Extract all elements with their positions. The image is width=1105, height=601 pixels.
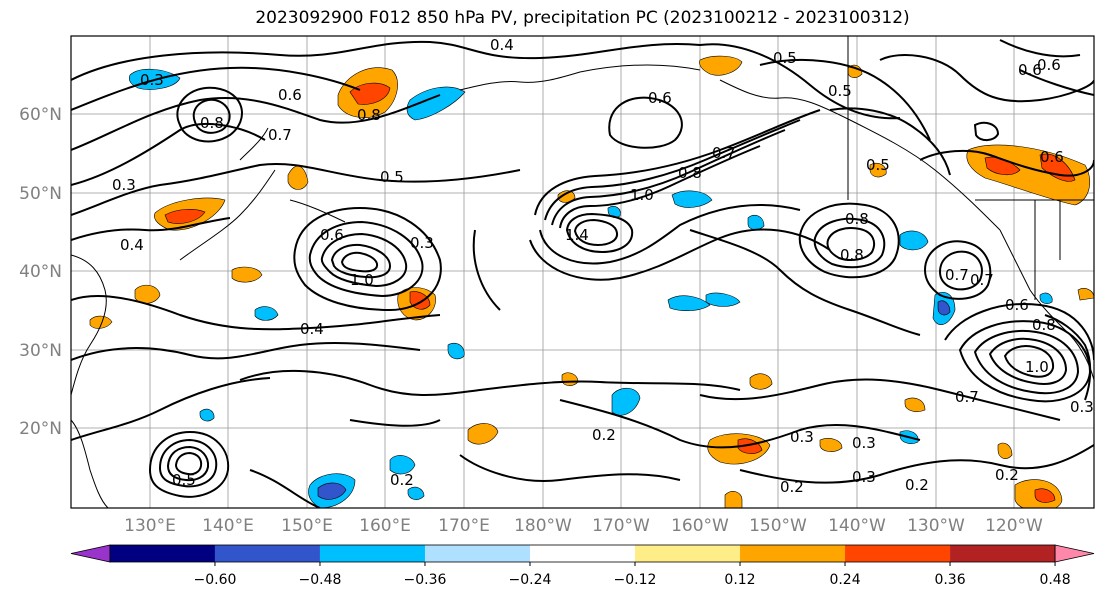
svg-text:0.5: 0.5 — [172, 471, 196, 489]
colorbar-tick-label: −0.48 — [299, 572, 342, 588]
svg-text:0.8: 0.8 — [845, 210, 869, 228]
map-frame — [70, 35, 1095, 509]
svg-text:0.8: 0.8 — [200, 114, 224, 132]
colorbar-tick-label: −0.24 — [509, 572, 552, 588]
svg-text:0.7: 0.7 — [945, 266, 969, 284]
svg-text:120°W: 120°W — [985, 516, 1043, 536]
svg-text:160°W: 160°W — [671, 516, 729, 536]
pv-contours — [71, 39, 1094, 508]
svg-text:0.4: 0.4 — [300, 320, 324, 338]
colorbar-segment — [950, 545, 1056, 562]
svg-text:170°W: 170°W — [592, 516, 650, 536]
svg-text:150°E: 150°E — [281, 516, 333, 536]
svg-text:130°W: 130°W — [907, 516, 965, 536]
svg-text:20°N: 20°N — [19, 419, 62, 439]
colorbar-segment — [740, 545, 846, 562]
svg-text:1.0: 1.0 — [350, 271, 374, 289]
colorbar-segment — [1054, 544, 1095, 563]
svg-text:0.8: 0.8 — [357, 106, 381, 124]
svg-text:1.4: 1.4 — [565, 226, 589, 244]
svg-text:0.3: 0.3 — [410, 234, 434, 252]
colorbar-tick-label: 0.48 — [1039, 572, 1070, 588]
svg-text:0.3: 0.3 — [852, 434, 876, 452]
colorbar-outline — [109, 544, 1056, 563]
colorbar-segment — [845, 545, 951, 562]
svg-text:0.5: 0.5 — [380, 168, 404, 186]
colorbar-tick-label: 0.36 — [934, 572, 965, 588]
colorbar-tick-label: 0.12 — [724, 572, 755, 588]
precip-negative-areas — [128, 69, 1053, 508]
svg-text:0.4: 0.4 — [120, 236, 144, 254]
precip-positive-areas — [89, 55, 1094, 508]
latitude-labels: 60°N 50°N 40°N 30°N 20°N — [19, 105, 62, 439]
svg-text:0.6: 0.6 — [320, 226, 344, 244]
svg-text:0.5: 0.5 — [828, 82, 852, 100]
svg-text:0.2: 0.2 — [780, 478, 804, 496]
svg-text:160°E: 160°E — [359, 516, 411, 536]
svg-text:0.6: 0.6 — [1005, 296, 1029, 314]
colorbar-segment — [70, 544, 111, 563]
contour-labels: 0.3 0.4 0.6 0.8 0.7 0.5 0.4 0.8 0.6 0.5 … — [112, 36, 1094, 496]
svg-text:150°W: 150°W — [749, 516, 807, 536]
colorbar-tick-label: 0.24 — [829, 572, 860, 588]
svg-text:0.3: 0.3 — [140, 71, 164, 89]
svg-text:0.7: 0.7 — [712, 144, 736, 162]
svg-text:0.8: 0.8 — [840, 246, 864, 264]
svg-text:170°E: 170°E — [438, 516, 490, 536]
colorbar-tick-label: −0.36 — [404, 572, 447, 588]
coastlines — [71, 36, 1094, 508]
svg-text:40°N: 40°N — [19, 262, 62, 282]
svg-text:0.5: 0.5 — [773, 49, 797, 67]
svg-text:0.7: 0.7 — [955, 388, 979, 406]
longitude-labels: 130°E 140°E 150°E 160°E 170°E 180°W 170°… — [124, 516, 1043, 536]
svg-text:0.2: 0.2 — [905, 476, 929, 494]
svg-text:0.8: 0.8 — [678, 164, 702, 182]
colorbar: −0.60 −0.48 −0.36 −0.24 −0.12 0.12 0.24 0.36 0.4… — [70, 544, 1095, 588]
colorbar-segment — [424, 545, 530, 562]
map-title: 2023092900 F012 850 hPa PV, precipitatio… — [255, 8, 910, 28]
svg-text:0.2: 0.2 — [995, 466, 1019, 484]
svg-text:0.3: 0.3 — [790, 428, 814, 446]
svg-text:140°E: 140°E — [202, 516, 254, 536]
svg-text:1.0: 1.0 — [630, 186, 654, 204]
svg-text:0.5: 0.5 — [866, 156, 890, 174]
svg-text:0.6: 0.6 — [278, 86, 302, 104]
svg-text:0.6: 0.6 — [648, 89, 672, 107]
svg-text:180°W: 180°W — [514, 516, 572, 536]
svg-text:0.2: 0.2 — [592, 426, 616, 444]
colorbar-segment — [214, 545, 320, 562]
colorbar-segment — [319, 545, 425, 562]
svg-text:0.3: 0.3 — [852, 468, 876, 486]
svg-text:0.6: 0.6 — [1037, 56, 1061, 74]
svg-text:0.4: 0.4 — [490, 36, 514, 54]
svg-text:0.3: 0.3 — [1070, 398, 1094, 416]
svg-text:130°E: 130°E — [124, 516, 176, 536]
svg-text:0.3: 0.3 — [112, 176, 136, 194]
colorbar-tick-label: −0.12 — [614, 572, 657, 588]
svg-text:0.7: 0.7 — [970, 271, 994, 289]
colorbar-segment — [529, 545, 636, 562]
colorbar-tick-label: −0.60 — [194, 572, 237, 588]
colorbar-segment — [109, 545, 215, 562]
svg-text:0.6: 0.6 — [1040, 148, 1064, 166]
svg-text:140°W: 140°W — [828, 516, 886, 536]
svg-text:0.7: 0.7 — [268, 126, 292, 144]
svg-text:60°N: 60°N — [19, 105, 62, 125]
svg-text:0.2: 0.2 — [390, 471, 414, 489]
svg-text:30°N: 30°N — [19, 341, 62, 361]
svg-text:0.6: 0.6 — [1018, 61, 1042, 79]
svg-text:50°N: 50°N — [19, 184, 62, 204]
svg-text:1.0: 1.0 — [1025, 358, 1049, 376]
colorbar-segment — [635, 545, 741, 562]
svg-text:0.8: 0.8 — [1032, 316, 1056, 334]
